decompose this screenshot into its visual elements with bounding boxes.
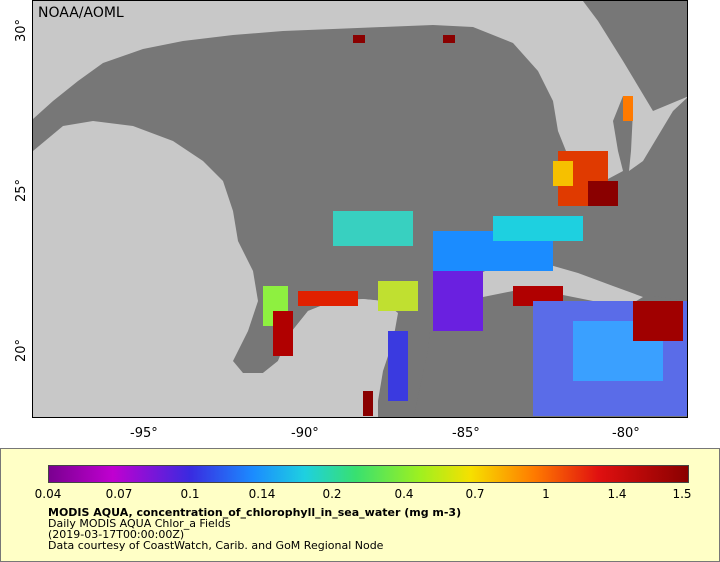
colorbar-tick: 0.4: [394, 487, 414, 501]
longitude-label: -95°: [130, 426, 158, 441]
colorbar-tick: 0.2: [322, 487, 342, 501]
chl-patch: [623, 96, 633, 121]
chl-patch: [363, 391, 373, 416]
chl-patch: [378, 281, 418, 311]
colorbar: [48, 465, 689, 483]
legend-date: (2019-03-17T00:00:00Z): [48, 528, 185, 541]
colorbar-tick: 0.1: [180, 487, 200, 501]
legend-credit: Data courtesy of CoastWatch, Carib. and …: [48, 539, 384, 552]
longitude-label: -85°: [452, 426, 480, 441]
colorbar-tick: 0.7: [465, 487, 485, 501]
longitude-label: -90°: [291, 426, 319, 441]
yucatan-peninsula: [263, 299, 398, 417]
colorbar-tick: 1: [542, 487, 550, 501]
colorbar-tick: 0.07: [105, 487, 133, 501]
chl-patch: [433, 271, 483, 331]
chl-patch: [333, 211, 413, 246]
provider-label: NOAA/AOML: [38, 5, 124, 21]
chl-patch: [493, 216, 583, 241]
chl-patch: [633, 301, 683, 341]
colorbar-tick: 0.04: [34, 487, 62, 501]
chl-patch: [588, 181, 618, 206]
chl-patch: [298, 291, 358, 306]
chl-patch: [353, 35, 365, 43]
chl-patch: [273, 311, 293, 356]
latitude-label: 20°: [14, 338, 29, 362]
colorbar-tick: 0.14: [248, 487, 276, 501]
map-area[interactable]: [32, 0, 688, 418]
map-canvas: [33, 1, 687, 417]
legend-dataset: Daily MODIS AQUA Chlor_a Fields: [48, 517, 231, 530]
legend-title: MODIS AQUA, concentration_of_chlorophyll…: [48, 506, 462, 519]
chl-patch: [443, 35, 455, 43]
cuba: [463, 263, 643, 303]
colorbar-tick: 1.5: [672, 487, 692, 501]
longitude-label: -80°: [612, 426, 640, 441]
atlantic-ocean: [583, 1, 687, 111]
chl-patch: [553, 161, 573, 186]
colorbar-tick: 1.4: [607, 487, 627, 501]
latitude-label: 30°: [14, 18, 29, 42]
latitude-label: 25°: [14, 178, 29, 202]
chl-patch: [388, 331, 408, 401]
